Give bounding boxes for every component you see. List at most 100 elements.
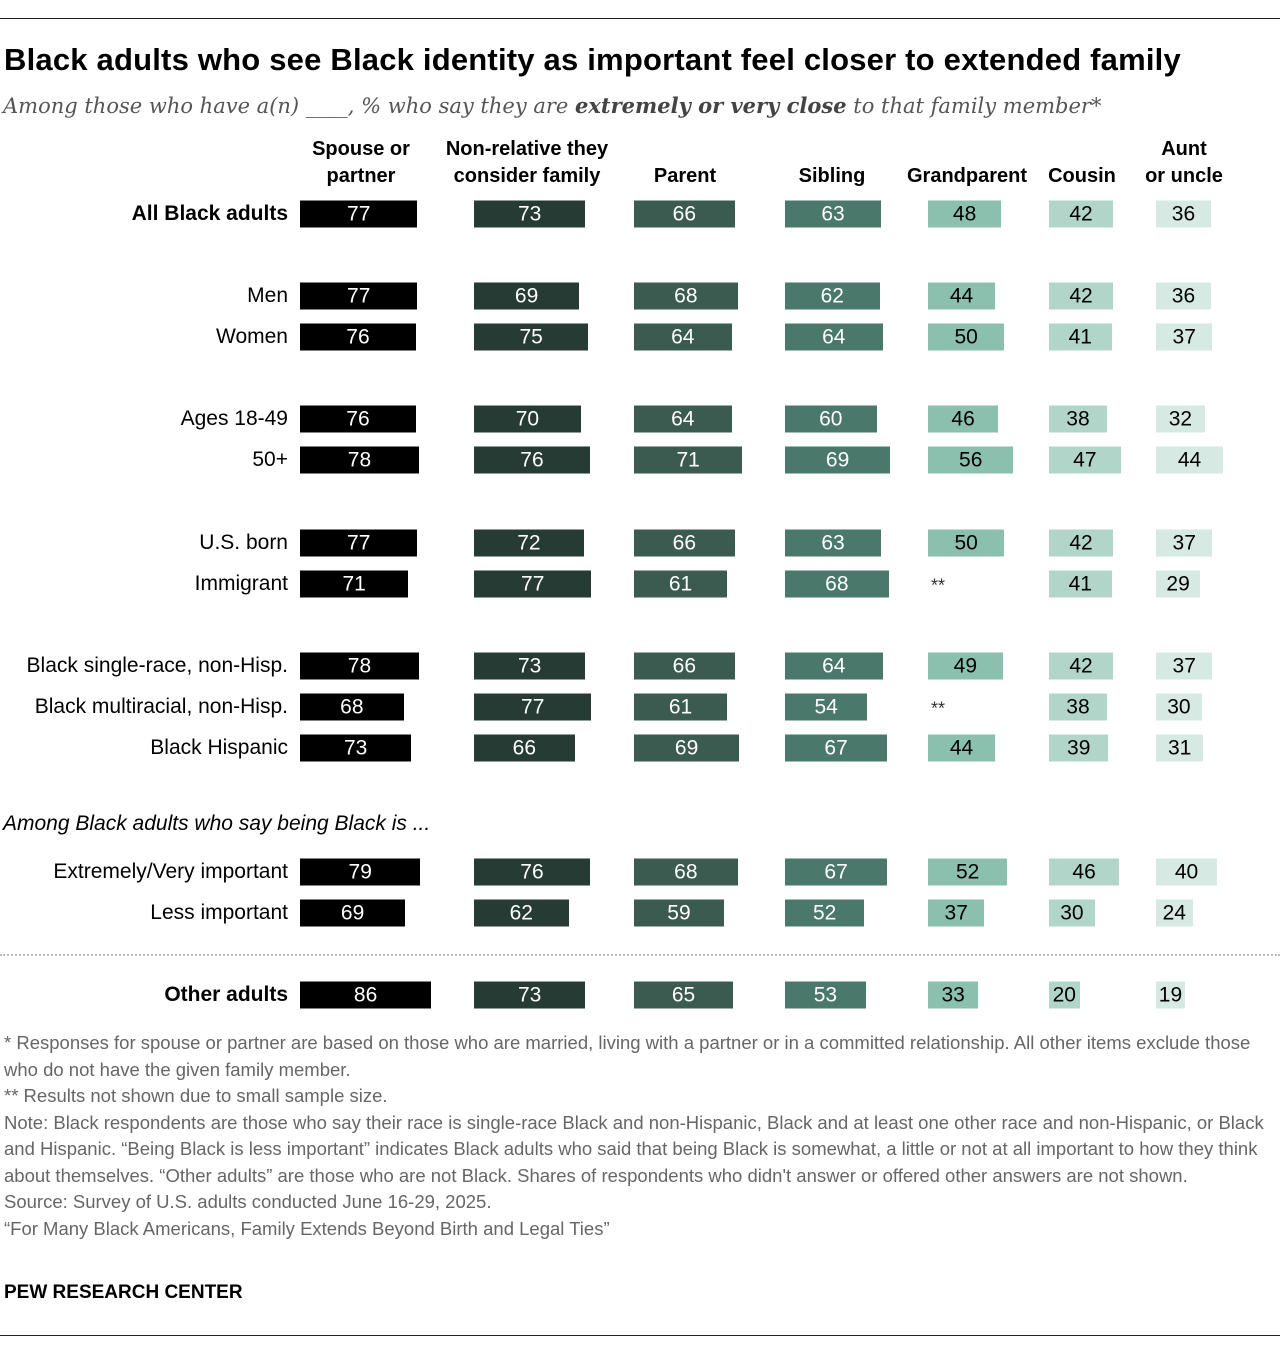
row-label: All Black adults bbox=[131, 202, 288, 225]
data-label: 67 bbox=[824, 736, 848, 759]
column-header: Grandparent bbox=[906, 165, 1028, 187]
bar: 41 bbox=[1049, 323, 1112, 351]
data-label: 77 bbox=[347, 284, 371, 307]
data-label: 78 bbox=[347, 448, 372, 471]
data-label: 59 bbox=[667, 901, 691, 924]
data-label: 69 bbox=[674, 736, 699, 759]
data-label: 73 bbox=[517, 202, 542, 225]
bar: 77 bbox=[300, 282, 418, 310]
bar: 71 bbox=[300, 570, 409, 598]
data-label: 63 bbox=[821, 531, 845, 554]
data-label: 42 bbox=[1069, 202, 1093, 225]
data-label: 20 bbox=[1052, 983, 1076, 1006]
bar: 62 bbox=[474, 899, 569, 927]
data-label: 77 bbox=[347, 202, 371, 225]
bar: 42 bbox=[1049, 282, 1114, 310]
data-label: 41 bbox=[1068, 325, 1092, 348]
chart-title: Black adults who see Black identity as i… bbox=[4, 42, 1181, 77]
bar: 37 bbox=[1156, 652, 1213, 680]
data-label: 49 bbox=[953, 654, 978, 677]
data-label: 77 bbox=[521, 572, 545, 595]
bar: 19 bbox=[1156, 981, 1185, 1009]
data-label: 86 bbox=[353, 983, 378, 1006]
data-label: 63 bbox=[821, 202, 845, 225]
bar: 75 bbox=[474, 323, 589, 351]
bar: 78 bbox=[300, 446, 419, 474]
data-label: 44 bbox=[1177, 448, 1202, 471]
bar: 79 bbox=[300, 858, 421, 886]
bar: 32 bbox=[1156, 405, 1205, 433]
data-label: 69 bbox=[514, 284, 539, 307]
bar: 77 bbox=[300, 200, 418, 228]
row-label: Black single-race, non-Hisp. bbox=[26, 654, 288, 677]
data-label: 78 bbox=[347, 654, 372, 677]
data-label: 24 bbox=[1162, 901, 1186, 924]
bar: 77 bbox=[300, 529, 418, 557]
data-label: 19 bbox=[1158, 983, 1183, 1006]
bar: 48 bbox=[928, 200, 1002, 228]
data-label: 33 bbox=[941, 983, 965, 1006]
bar: 42 bbox=[1049, 529, 1114, 557]
data-label: 37 bbox=[1172, 325, 1196, 348]
bar: 76 bbox=[300, 323, 416, 351]
data-label: 53 bbox=[813, 983, 838, 1006]
row-label: Less important bbox=[150, 901, 288, 924]
bar: 47 bbox=[1049, 446, 1121, 474]
data-label: 68 bbox=[674, 860, 698, 883]
data-label: 52 bbox=[812, 901, 837, 924]
bar: 38 bbox=[1049, 405, 1107, 433]
data-label: 41 bbox=[1068, 572, 1092, 595]
data-label: 38 bbox=[1066, 695, 1090, 718]
top-rule bbox=[0, 18, 1280, 19]
chart-subtitle: Among those who have a(n) ____, % who sa… bbox=[3, 93, 1101, 118]
data-label: 46 bbox=[1072, 860, 1096, 883]
data-label: 73 bbox=[517, 654, 542, 677]
bar: 39 bbox=[1049, 734, 1109, 762]
data-label: 42 bbox=[1069, 531, 1093, 554]
bar: 63 bbox=[785, 529, 882, 557]
bar: 20 bbox=[1049, 981, 1080, 1009]
data-label: 39 bbox=[1067, 736, 1091, 759]
data-label: 73 bbox=[343, 736, 368, 759]
data-label: 67 bbox=[824, 860, 848, 883]
bar: 44 bbox=[928, 734, 996, 762]
data-label: 62 bbox=[509, 901, 533, 924]
data-label: 42 bbox=[1069, 654, 1093, 677]
bottom-rule bbox=[0, 1335, 1280, 1336]
data-label: 76 bbox=[520, 860, 544, 883]
data-label: 32 bbox=[1168, 407, 1193, 430]
data-label: 79 bbox=[348, 860, 372, 883]
data-label: 68 bbox=[825, 572, 849, 595]
data-label: 54 bbox=[814, 695, 838, 718]
data-label: 36 bbox=[1171, 284, 1196, 307]
brand-logo-text: PEW RESEARCH CENTER bbox=[4, 1282, 243, 1303]
bar: 37 bbox=[1156, 323, 1213, 351]
bar: 73 bbox=[474, 981, 586, 1009]
bar: 73 bbox=[300, 734, 412, 762]
data-label: 29 bbox=[1166, 572, 1190, 595]
row-label: Black multiracial, non-Hisp. bbox=[34, 695, 288, 718]
bar: 66 bbox=[634, 529, 735, 557]
data-label: 73 bbox=[517, 983, 542, 1006]
bar: 78 bbox=[300, 652, 419, 680]
row-label: Immigrant bbox=[194, 572, 288, 595]
data-label: 52 bbox=[955, 860, 980, 883]
bar: 69 bbox=[300, 899, 406, 927]
bar: 64 bbox=[785, 323, 883, 351]
bar: 77 bbox=[474, 570, 592, 598]
bar: 73 bbox=[474, 200, 586, 228]
bar: 59 bbox=[634, 899, 724, 927]
data-label: 40 bbox=[1174, 860, 1199, 883]
row-label: Women bbox=[216, 325, 288, 348]
bar: 69 bbox=[634, 734, 740, 762]
data-label: 62 bbox=[820, 284, 844, 307]
bar: 37 bbox=[928, 899, 985, 927]
bar: 64 bbox=[634, 323, 732, 351]
bar: 44 bbox=[1156, 446, 1224, 474]
data-label: 61 bbox=[668, 572, 693, 595]
bar: 71 bbox=[634, 446, 743, 474]
bar: 42 bbox=[1049, 200, 1114, 228]
bar: 54 bbox=[785, 693, 868, 721]
bar: 77 bbox=[474, 693, 592, 721]
bar: 76 bbox=[300, 405, 416, 433]
